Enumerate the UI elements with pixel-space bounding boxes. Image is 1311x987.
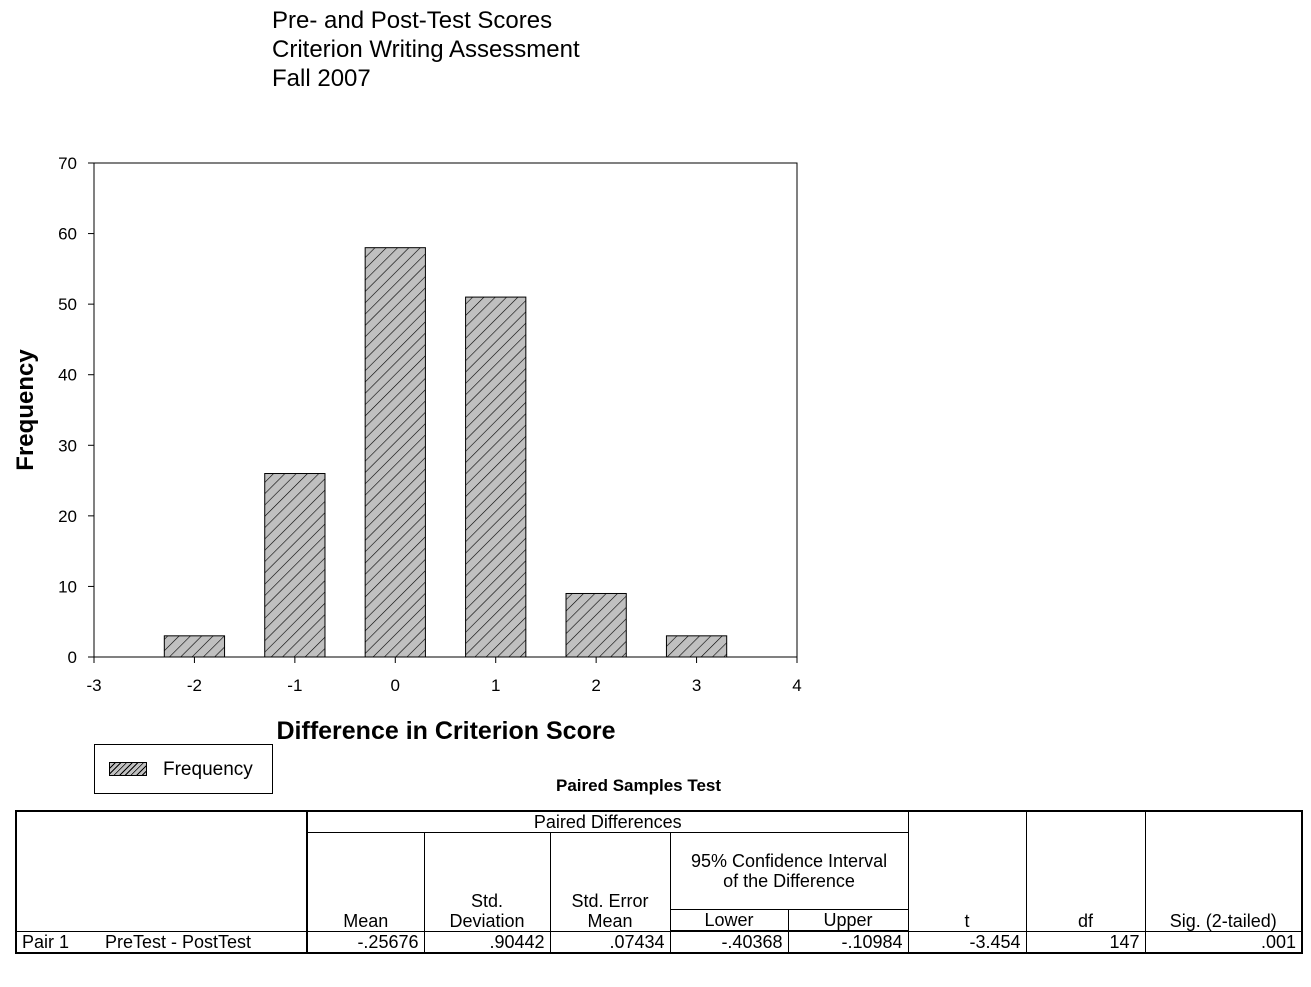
std-error-header: Std. Error Mean (549, 832, 671, 932)
legend: Frequency (94, 744, 273, 794)
y-tick-label: 60 (58, 225, 77, 244)
x-axis-label: Difference in Criterion Score (277, 717, 616, 745)
y-tick-label: 50 (58, 295, 77, 314)
std-error-value: .07434 (549, 930, 671, 954)
std-deviation-header-line-2: Deviation (449, 910, 525, 931)
x-tick-label: -1 (287, 676, 302, 695)
y-tick-label: 20 (58, 507, 77, 526)
paired-samples-table: Paired Differences t df Sig. (2-tailed) … (15, 810, 1304, 954)
y-tick-label: 40 (58, 366, 77, 385)
bar--2 (163, 635, 226, 658)
bar-2 (565, 592, 627, 658)
y-tick-label: 70 (58, 154, 77, 173)
y-tick-label: 0 (68, 648, 77, 667)
std-error-header-line-2: Mean (587, 910, 633, 931)
bar-1 (465, 296, 527, 658)
table-stub-cell (15, 810, 308, 932)
x-tick-label: -3 (86, 676, 101, 695)
std-error-header-line-1: Std. Error (571, 890, 649, 911)
table-header-row-3: Lower Upper (16, 909, 1302, 932)
std-deviation-header: Std. Deviation (423, 832, 551, 932)
mean-value: -.25676 (306, 930, 425, 954)
axis-ticks: 0 10 20 30 40 50 60 70 -3 -2 -1 0 1 2 3 4 (58, 154, 802, 695)
x-tick-label: 2 (591, 676, 600, 695)
chart-title-line-1: Pre- and Post-Test Scores (272, 7, 553, 34)
x-tick-label: 1 (491, 676, 500, 695)
mean-header: Mean (306, 832, 425, 932)
y-axis-label: Frequency (12, 349, 39, 471)
row-pair-label: Pair 1 (15, 930, 100, 954)
chart-title-line-2: Criterion Writing Assessment (272, 36, 580, 63)
plot-area-border (93, 162, 798, 658)
x-tick-label: 0 (391, 676, 400, 695)
chart-title: Pre- and Post-Test Scores Criterion Writ… (272, 6, 580, 93)
table-header-row-2: Mean Std. Deviation Std. Error Mean 95% … (16, 832, 1302, 932)
upper-value: -.10984 (787, 930, 909, 954)
lower-header: Lower (669, 909, 789, 932)
sig-header: Sig. (2-tailed) (1144, 810, 1303, 932)
df-value: 147 (1025, 930, 1146, 954)
paired-differences-header: Paired Differences (306, 810, 909, 833)
lower-value: -.40368 (669, 930, 789, 954)
confidence-interval-header: 95% Confidence Interval of the Differenc… (669, 832, 909, 910)
row-variable-label: PreTest - PostTest (100, 930, 308, 954)
std-deviation-header-line-1: Std. (470, 890, 504, 911)
chart-title-line-3: Fall 2007 (272, 65, 371, 92)
bar-3 (665, 635, 728, 658)
plot-frame (93, 162, 798, 658)
x-tick-label: 3 (692, 676, 701, 695)
t-value: -3.454 (907, 930, 1027, 954)
x-tick-label: -2 (187, 676, 202, 695)
bar-0 (364, 247, 426, 658)
y-tick-label: 30 (58, 436, 77, 455)
sig-value: .001 (1144, 930, 1303, 954)
table-header-row-1: Paired Differences t df Sig. (2-tailed) (15, 810, 1303, 932)
table-title: Paired Samples Test (556, 776, 722, 795)
std-deviation-value: .90442 (423, 930, 551, 954)
upper-header: Upper (787, 909, 909, 932)
t-header: t (907, 810, 1027, 932)
table-row: Pair 1 PreTest - PostTest -.25676 .90442… (15, 930, 1303, 954)
bars (163, 247, 728, 658)
legend-label: Frequency (163, 759, 253, 780)
histogram-chart: 0 10 20 30 40 50 60 70 -3 -2 -1 0 1 2 3 4 Frequency Dif… (12, 154, 802, 745)
legend-swatch (109, 762, 147, 776)
x-tick-label: 4 (792, 676, 801, 695)
df-header: df (1025, 810, 1146, 932)
bar--1 (264, 473, 326, 658)
y-tick-label: 10 (58, 577, 77, 596)
